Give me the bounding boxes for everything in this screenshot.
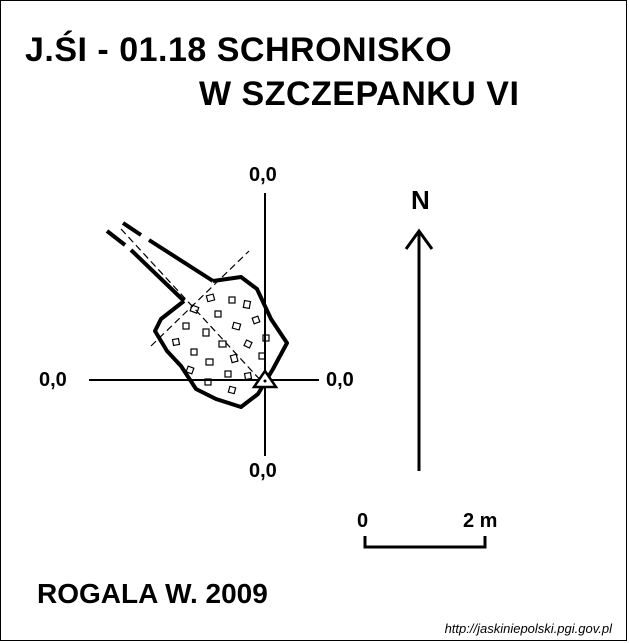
section-line-cross — [150, 250, 250, 347]
passage-wall-lower — [129, 248, 186, 303]
coordinate-label-top: 0,0 — [249, 164, 277, 186]
author-credit: ROGALA W. 2009 — [37, 578, 268, 609]
north-arrow-head — [404, 228, 434, 250]
cave-outline — [153, 275, 289, 409]
coordinate-label-left: 0,0 — [39, 369, 67, 391]
scale-end-label: 2 m — [463, 510, 498, 532]
coordinate-label-right: 0,0 — [326, 369, 354, 391]
north-label: N — [411, 185, 430, 215]
scale-start-label: 0 — [357, 510, 369, 532]
survey-station-point — [263, 379, 267, 383]
title-line-2: W SZCZEPANKU VI — [199, 75, 520, 113]
rubble-symbols — [171, 293, 270, 395]
title-line-1: J.ŚI - 01.18 SCHRONISKO — [25, 31, 453, 69]
source-url: http://jaskiniepolski.pgi.gov.pl — [444, 621, 612, 636]
passage-wall-lower — [105, 229, 127, 247]
scale-bar — [363, 536, 487, 549]
passage-wall-upper — [147, 238, 215, 283]
coordinate-label-bottom: 0,0 — [249, 460, 277, 482]
survey-station-marker — [251, 368, 279, 389]
passage-wall-upper — [121, 221, 143, 237]
